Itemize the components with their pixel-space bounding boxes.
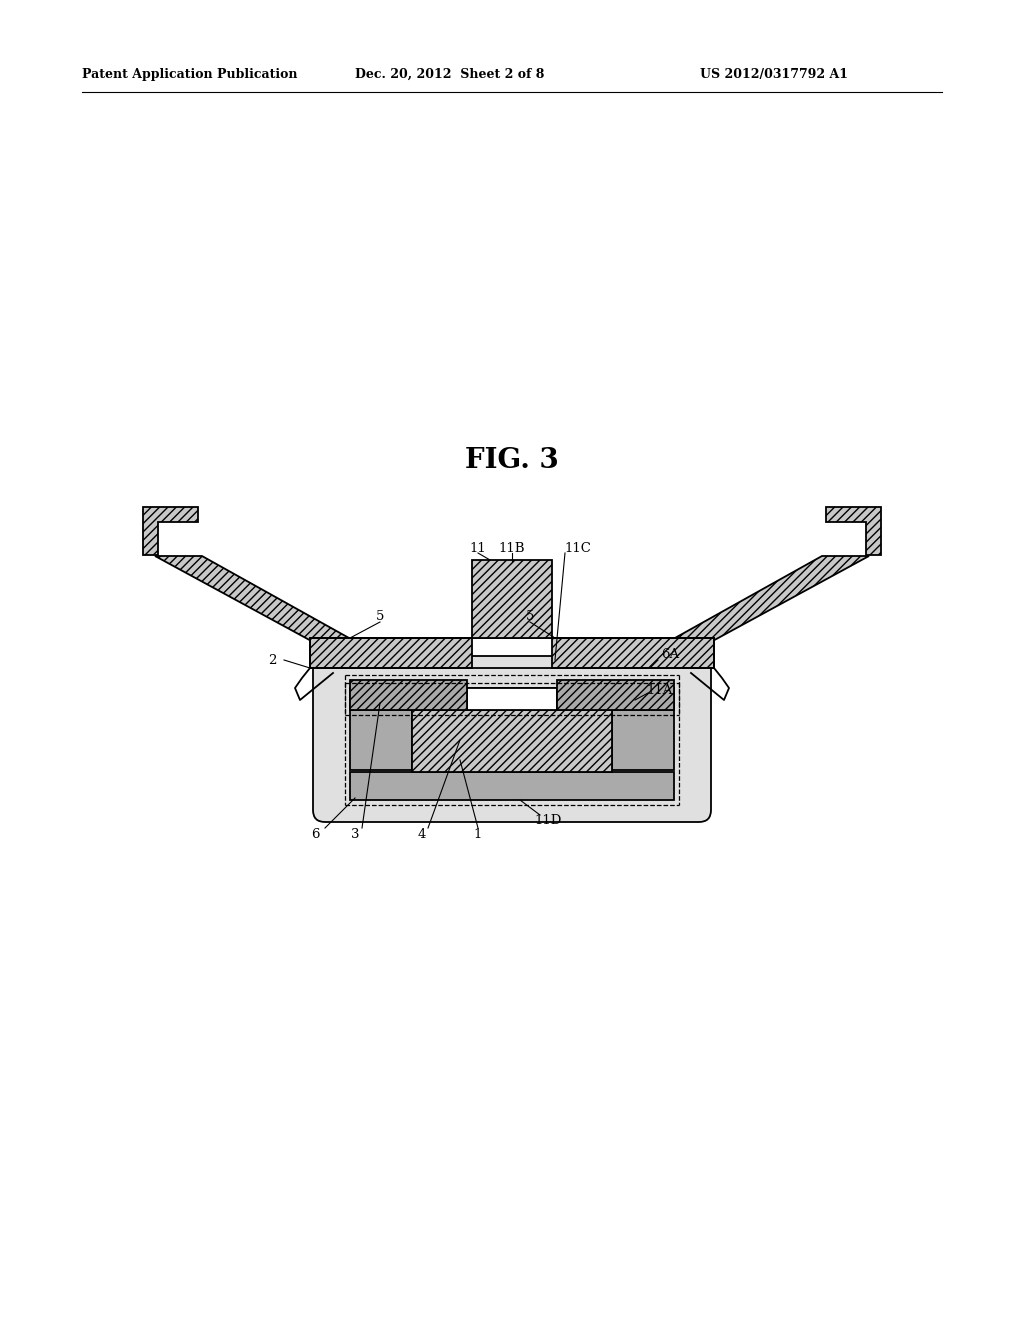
Bar xyxy=(350,688,674,710)
Text: US 2012/0317792 A1: US 2012/0317792 A1 xyxy=(700,69,848,81)
Text: Dec. 20, 2012  Sheet 2 of 8: Dec. 20, 2012 Sheet 2 of 8 xyxy=(355,69,545,81)
Text: FIG. 3: FIG. 3 xyxy=(465,446,559,474)
Bar xyxy=(310,638,472,668)
Bar xyxy=(472,560,552,638)
Bar xyxy=(350,680,467,710)
Bar xyxy=(467,688,557,710)
Bar xyxy=(412,710,612,772)
Bar xyxy=(552,638,714,668)
Text: 4: 4 xyxy=(418,829,426,842)
Text: 11C: 11C xyxy=(564,541,592,554)
Bar xyxy=(350,772,674,800)
Polygon shape xyxy=(155,556,358,643)
Text: 11D: 11D xyxy=(535,813,562,826)
Text: 2: 2 xyxy=(268,653,276,667)
Text: 11B: 11B xyxy=(499,541,525,554)
Text: 6: 6 xyxy=(310,829,319,842)
Text: Patent Application Publication: Patent Application Publication xyxy=(82,69,298,81)
Bar xyxy=(467,708,557,760)
Bar xyxy=(612,688,674,770)
Bar xyxy=(557,680,674,710)
Text: 5: 5 xyxy=(376,610,384,623)
Text: 11: 11 xyxy=(470,541,486,554)
Polygon shape xyxy=(143,507,198,554)
Text: 11A: 11A xyxy=(647,684,673,697)
Polygon shape xyxy=(666,556,869,643)
Text: 3: 3 xyxy=(351,829,359,842)
Polygon shape xyxy=(826,507,881,554)
FancyBboxPatch shape xyxy=(313,656,711,822)
Text: 6A: 6A xyxy=(660,648,679,661)
Text: 1: 1 xyxy=(474,829,482,842)
Text: 5: 5 xyxy=(525,610,535,623)
Bar xyxy=(350,688,412,770)
